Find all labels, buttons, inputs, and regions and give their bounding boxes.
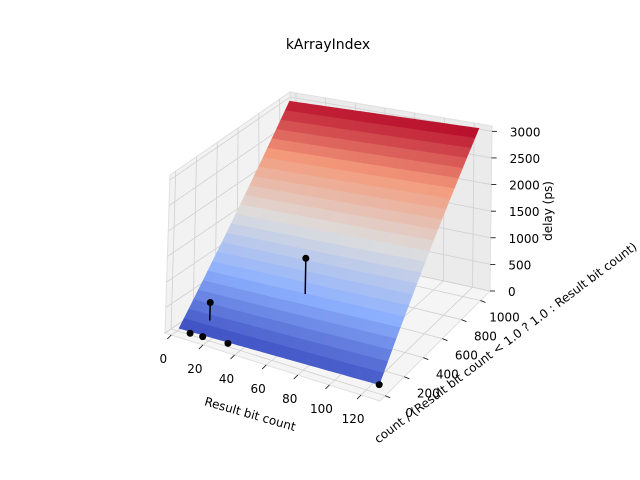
y-tick bbox=[385, 395, 391, 399]
z-axis-label: delay (ps) bbox=[541, 181, 555, 241]
z-tick-label: 0 bbox=[508, 285, 516, 299]
y-tick bbox=[423, 357, 429, 361]
data-point bbox=[302, 254, 310, 262]
y-tick-label: 0 bbox=[405, 406, 413, 420]
x-tick-label: 20 bbox=[187, 362, 202, 376]
data-point bbox=[375, 381, 383, 389]
y-gridline bbox=[170, 328, 386, 397]
data-point bbox=[206, 298, 214, 306]
x-tick bbox=[167, 334, 172, 340]
z-tick-label: 2500 bbox=[510, 152, 541, 166]
x-tick-label: 60 bbox=[251, 382, 266, 396]
z-tick-label: 3000 bbox=[510, 125, 541, 139]
z-tick-label: 500 bbox=[508, 258, 531, 272]
y-tick-label: 600 bbox=[455, 349, 478, 363]
y-gridline bbox=[192, 156, 197, 315]
chart-title: kArrayIndex bbox=[286, 37, 370, 53]
y-gridline bbox=[170, 171, 177, 329]
x-tick bbox=[293, 374, 299, 380]
x-tick bbox=[230, 354, 235, 360]
x-tick bbox=[325, 384, 330, 390]
y-tick-label: 800 bbox=[474, 330, 497, 344]
x-tick-label: 80 bbox=[282, 392, 297, 406]
z-gridline bbox=[169, 96, 291, 181]
y-tick-label: 200 bbox=[417, 387, 440, 401]
z-tick-label: 2000 bbox=[509, 179, 540, 193]
axis-ticks: 0 20 40 60 80 100 120 0 200 400 600 800 1000 0 500 1000… bbox=[160, 125, 541, 426]
y-tick-label: 400 bbox=[436, 368, 459, 382]
y-tick bbox=[461, 319, 467, 322]
x-tick-label: 0 bbox=[160, 352, 168, 366]
y-tick bbox=[442, 338, 448, 341]
x-gridline bbox=[472, 122, 475, 288]
z-tick-label: 1000 bbox=[509, 232, 540, 246]
z-gridline bbox=[168, 121, 291, 206]
data-point bbox=[186, 329, 194, 337]
data-points bbox=[186, 254, 383, 389]
surface-plot bbox=[178, 100, 480, 385]
x-tick-label: 120 bbox=[342, 412, 365, 426]
x-tick-label: 40 bbox=[219, 372, 234, 386]
x-tick bbox=[261, 364, 267, 370]
y-tick bbox=[480, 300, 486, 303]
x-tick-label: 100 bbox=[310, 402, 333, 416]
x-tick bbox=[198, 344, 204, 350]
data-point bbox=[199, 333, 207, 341]
data-point bbox=[224, 339, 232, 347]
point-stem bbox=[304, 258, 307, 295]
z-tick-label: 1500 bbox=[509, 205, 540, 219]
y-tick-label: 1000 bbox=[489, 311, 520, 325]
x-tick bbox=[356, 394, 362, 400]
y-tick bbox=[404, 376, 410, 380]
